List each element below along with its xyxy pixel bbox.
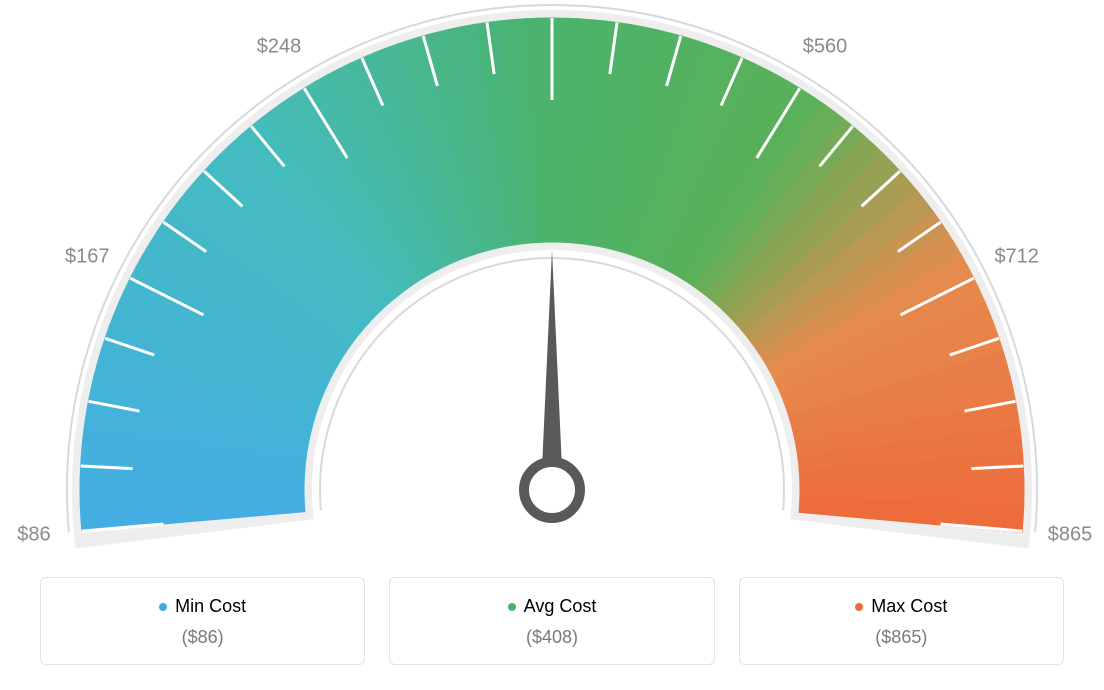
gauge-tick-label: $712 [994,245,1039,268]
legend-card-avg: Avg Cost ($408) [389,577,714,665]
legend-dot-avg [508,603,516,611]
legend-dot-max [855,603,863,611]
legend-label-max: Max Cost [855,596,947,617]
gauge-chart: $86$167$248$408$560$712$865 [0,0,1104,560]
legend-dot-min [159,603,167,611]
gauge-tick-label: $560 [803,36,848,59]
legend-label-max-text: Max Cost [871,596,947,617]
gauge-tick-label: $248 [257,36,302,59]
legend-value-avg: ($408) [400,627,703,648]
gauge-tick-label: $167 [65,245,110,268]
legend-label-min: Min Cost [159,596,246,617]
legend-card-max: Max Cost ($865) [739,577,1064,665]
legend-card-min: Min Cost ($86) [40,577,365,665]
gauge-tick-label: $865 [1048,524,1093,547]
legend-row: Min Cost ($86) Avg Cost ($408) Max Cost … [40,577,1064,665]
legend-value-max: ($865) [750,627,1053,648]
gauge-tick-label: $86 [17,524,50,547]
legend-label-min-text: Min Cost [175,596,246,617]
legend-label-avg: Avg Cost [508,596,597,617]
gauge-svg [0,0,1104,560]
legend-value-min: ($86) [51,627,354,648]
legend-label-avg-text: Avg Cost [524,596,597,617]
